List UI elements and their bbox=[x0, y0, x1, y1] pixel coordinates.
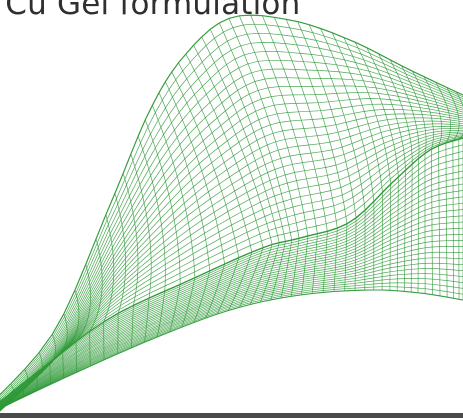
mesh-line bbox=[0, 273, 463, 410]
mesh-line bbox=[0, 282, 463, 410]
mesh-line bbox=[0, 126, 463, 411]
mesh-line bbox=[0, 183, 463, 407]
mesh-line bbox=[0, 123, 463, 412]
mesh-line bbox=[0, 221, 463, 409]
mesh-line bbox=[445, 143, 448, 298]
mesh-line bbox=[0, 92, 463, 410]
mesh-line bbox=[0, 257, 463, 410]
mesh-line bbox=[0, 77, 463, 408]
mesh-line bbox=[389, 184, 392, 291]
mesh-line bbox=[417, 158, 419, 293]
mesh-line bbox=[0, 85, 463, 409]
mesh-line bbox=[0, 135, 463, 407]
mesh-line bbox=[144, 119, 181, 285]
mesh-line bbox=[0, 227, 463, 409]
bottom-bar bbox=[0, 413, 463, 418]
mesh-line bbox=[0, 23, 463, 398]
mesh-line bbox=[423, 76, 443, 146]
mesh-line bbox=[0, 59, 463, 405]
mesh-line bbox=[438, 145, 441, 296]
mesh-line bbox=[0, 262, 463, 410]
mesh-line bbox=[0, 133, 463, 409]
mesh-line bbox=[452, 140, 454, 299]
mesh-line bbox=[0, 68, 463, 407]
mesh-line bbox=[201, 36, 280, 243]
mesh-line bbox=[0, 50, 463, 404]
mesh-line bbox=[0, 103, 463, 411]
mesh-line bbox=[455, 91, 463, 140]
mesh-line bbox=[0, 131, 463, 410]
mesh-line bbox=[0, 246, 463, 410]
mesh-line bbox=[0, 234, 463, 409]
mesh-line bbox=[285, 19, 348, 224]
mesh-line bbox=[0, 202, 463, 408]
wireframe-mesh-lines bbox=[0, 14, 463, 412]
mesh-line bbox=[0, 177, 463, 406]
mesh-line bbox=[0, 209, 463, 408]
mesh-line bbox=[0, 130, 463, 410]
mesh-line bbox=[0, 134, 463, 408]
mesh-line bbox=[410, 164, 413, 293]
mesh-line bbox=[0, 289, 463, 409]
slide-title: o Cu Gel formulation bbox=[0, 0, 301, 22]
mesh-line bbox=[193, 45, 273, 245]
mesh-line bbox=[158, 92, 211, 271]
mesh-line bbox=[0, 286, 463, 409]
mesh-line bbox=[403, 170, 406, 292]
mesh-line bbox=[0, 32, 463, 400]
mesh-line bbox=[0, 196, 463, 408]
mesh-line bbox=[0, 128, 463, 411]
mesh-line bbox=[0, 157, 463, 405]
mesh-line bbox=[0, 137, 463, 403]
mesh-line bbox=[0, 215, 463, 409]
mesh-line bbox=[0, 113, 463, 412]
mesh-line bbox=[0, 120, 463, 412]
mesh-line bbox=[0, 278, 463, 410]
mesh-line bbox=[273, 17, 338, 229]
mesh-line bbox=[0, 117, 463, 412]
mesh-line bbox=[0, 164, 463, 405]
mesh-line bbox=[178, 62, 253, 253]
mesh-line bbox=[0, 150, 463, 404]
mesh-line bbox=[238, 15, 309, 236]
mesh-line bbox=[171, 71, 240, 258]
mesh-line bbox=[0, 190, 463, 407]
mesh-line bbox=[431, 149, 433, 295]
mesh-line bbox=[0, 144, 463, 403]
mesh-line bbox=[0, 42, 463, 402]
mesh-line bbox=[0, 14, 463, 396]
mesh-line bbox=[0, 251, 463, 410]
mesh-line bbox=[0, 240, 463, 410]
mesh-line bbox=[0, 108, 463, 412]
mesh-line bbox=[0, 170, 463, 406]
mesh-line bbox=[0, 268, 463, 410]
mesh-line bbox=[0, 136, 463, 406]
mesh-line bbox=[396, 177, 399, 291]
mesh-line bbox=[0, 98, 463, 411]
